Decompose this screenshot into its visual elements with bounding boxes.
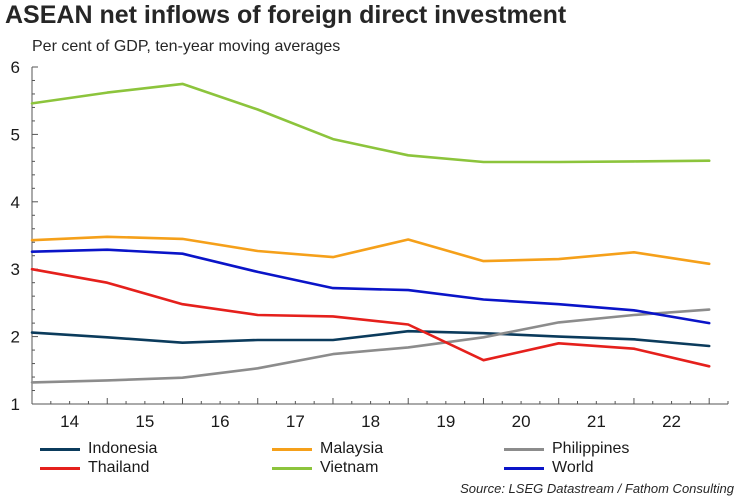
x-tick-label: 15 — [135, 412, 154, 431]
axes: 1 2 3 4 5 6 14 15 16 17 18 19 20 21 22 — [11, 58, 729, 431]
source-note: Source: LSEG Datastream / Fathom Consult… — [460, 481, 734, 496]
series-group — [30, 82, 711, 384]
series-line-philippines — [30, 308, 711, 384]
x-tick-label: 16 — [211, 412, 230, 431]
y-tick-label: 2 — [11, 328, 20, 347]
x-tick-label: 18 — [361, 412, 380, 431]
series-line-thailand — [30, 267, 711, 368]
x-tick-label: 22 — [662, 412, 681, 431]
x-tick-label: 21 — [587, 412, 606, 431]
chart-title: ASEAN net inflows of foreign direct inve… — [5, 1, 567, 29]
x-tick-label: 20 — [512, 412, 531, 431]
series-line-malaysia — [30, 235, 711, 266]
chart-subtitle: Per cent of GDP, ten-year moving average… — [32, 38, 341, 55]
y-tick-label: 1 — [11, 395, 20, 414]
series-line-vietnam — [30, 82, 711, 164]
x-tick-label: 17 — [286, 412, 305, 431]
x-tick-label: 19 — [436, 412, 455, 431]
y-tick-label: 6 — [11, 58, 20, 77]
y-tick-label: 3 — [11, 260, 20, 279]
y-tick-label: 5 — [11, 125, 20, 144]
series-line-indonesia — [30, 329, 711, 348]
x-tick-label: 14 — [60, 412, 79, 431]
y-tick-label: 4 — [11, 193, 20, 212]
series-line-world — [30, 248, 711, 325]
